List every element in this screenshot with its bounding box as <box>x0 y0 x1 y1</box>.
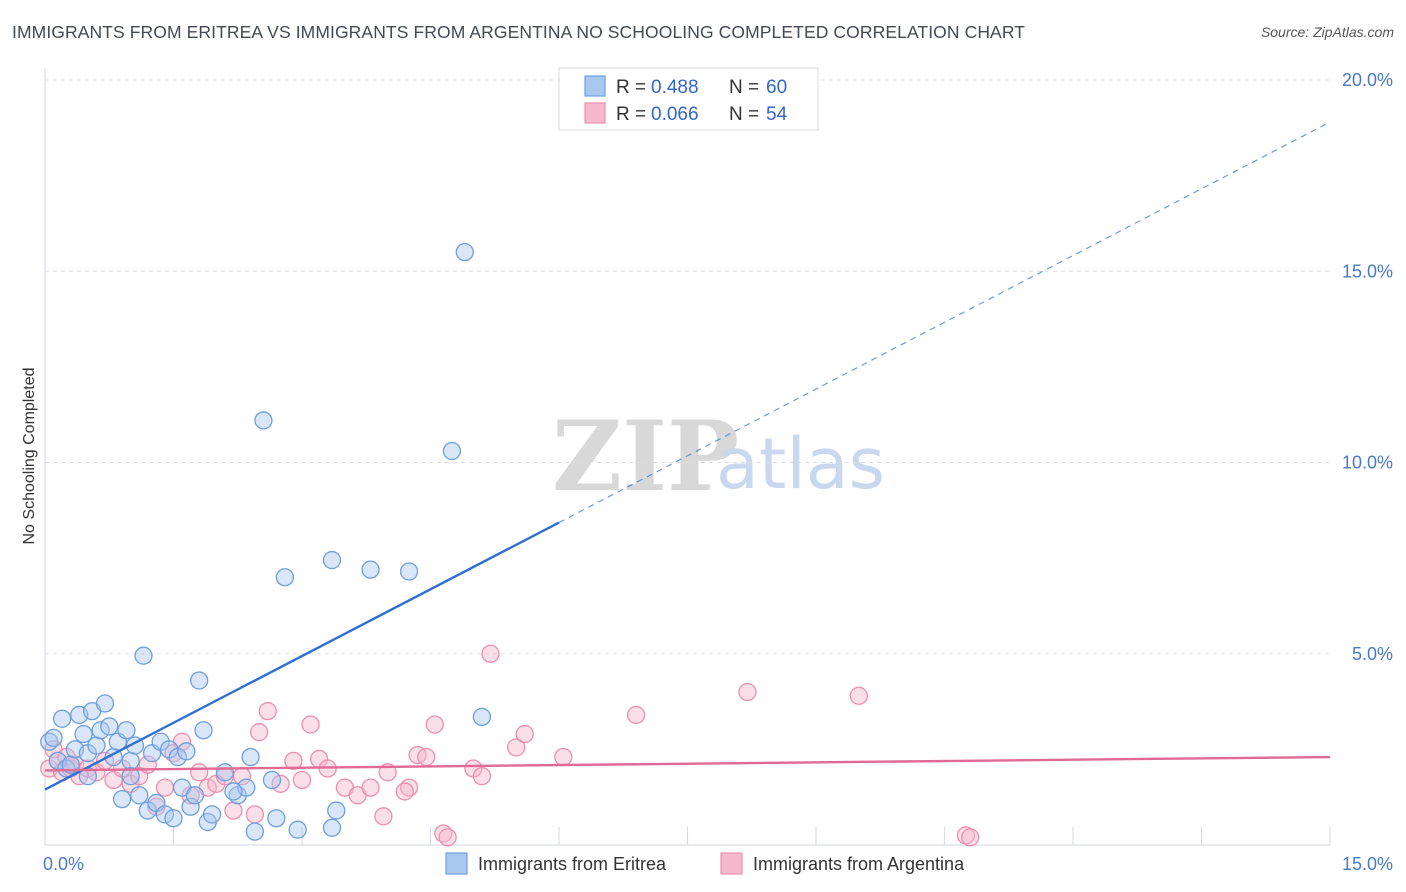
eritrea-point <box>322 550 342 570</box>
eritrea-point <box>399 562 419 581</box>
eritrea-point <box>241 747 260 767</box>
eritrea-point <box>215 763 235 782</box>
argentina-trend-line <box>44 755 1331 772</box>
eritrea-point <box>262 770 282 790</box>
eritrea-point <box>87 736 106 755</box>
argentina-point <box>417 747 436 767</box>
argentina-point <box>258 701 277 721</box>
argentina-point <box>626 705 646 725</box>
argentina-point <box>284 751 303 770</box>
eritrea-point <box>224 782 243 801</box>
argentina-point <box>301 715 320 734</box>
argentina-point <box>507 738 526 757</box>
argentina-point <box>292 770 312 790</box>
eritrea-point <box>91 721 110 740</box>
eritrea-point <box>361 560 380 579</box>
legend-r-label-eritrea: R = <box>616 77 646 98</box>
legend-swatch-eritrea <box>584 75 606 97</box>
eritrea-point <box>100 717 119 736</box>
argentina-point <box>554 747 573 767</box>
eritrea-point <box>117 721 136 740</box>
eritrea-point <box>121 751 140 770</box>
bottom-legend-swatch-argentina <box>720 852 743 875</box>
eritrea-point <box>442 441 462 461</box>
y-axis-label: No Schooling Completed <box>21 368 38 545</box>
argentina-point <box>472 767 492 786</box>
eritrea-point <box>164 809 183 828</box>
argentina-point <box>738 682 757 702</box>
bottom-legend-label-argentina: Immigrants from Argentina <box>753 854 965 874</box>
y-tick-label: 5.0% <box>1352 644 1393 664</box>
eritrea-point <box>288 820 307 839</box>
argentina-point <box>374 807 393 826</box>
argentina-point <box>224 801 243 820</box>
eritrea-point <box>177 742 196 761</box>
eritrea-point <box>194 721 213 740</box>
axis-ticks: 5.0% 10.0% 15.0% 20.0% 0.0% 15.0% <box>43 70 1393 874</box>
legend-r-value-eritrea: 0.488 <box>651 77 699 98</box>
watermark-atlas: atlas <box>716 423 885 505</box>
eritrea-points <box>40 242 492 841</box>
trend-lines <box>44 121 1331 791</box>
argentina-point <box>245 805 265 824</box>
eritrea-point <box>327 801 346 820</box>
legend-swatch-argentina <box>584 102 606 124</box>
eritrea-point <box>275 568 295 587</box>
argentina-point <box>271 774 290 793</box>
argentina-point <box>849 686 868 705</box>
legend-r-label-argentina: R = <box>616 104 646 125</box>
argentina-point <box>425 715 444 734</box>
y-tick-label: 10.0% <box>1342 453 1393 473</box>
watermark-zip: ZIP <box>552 400 739 513</box>
eritrea-point <box>121 767 140 786</box>
eritrea-point <box>185 786 205 805</box>
y-tick-label: 15.0% <box>1342 261 1393 281</box>
eritrea-point <box>202 805 222 824</box>
eritrea-point <box>455 242 474 262</box>
bottom-legend: Immigrants from Eritrea Immigrants from … <box>445 852 965 875</box>
eritrea-point <box>322 818 342 837</box>
top-legend: R = 0.488 N = 60 R = 0.066 N = 54 <box>558 67 819 131</box>
eritrea-point <box>134 646 153 665</box>
legend-n-value-eritrea: 60 <box>766 77 787 98</box>
eritrea-point <box>155 805 175 824</box>
y-tick-label: 20.0% <box>1342 70 1393 90</box>
argentina-point <box>155 778 175 797</box>
x-tick-label: 15.0% <box>1342 854 1393 874</box>
eritrea-point <box>112 789 132 809</box>
bottom-legend-swatch-eritrea <box>445 852 468 875</box>
argentina-point <box>190 763 209 782</box>
eritrea-point <box>74 724 93 744</box>
eritrea-point <box>254 411 273 430</box>
chart-title: IMMIGRANTS FROM ERITREA VS IMMIGRANTS FR… <box>12 22 1026 42</box>
eritrea-point <box>44 728 63 748</box>
argentina-point <box>250 723 269 742</box>
legend-n-label-argentina: N = <box>729 104 759 125</box>
argentina-point <box>361 778 380 797</box>
source-label: Source: ZipAtlas.com <box>1260 24 1394 40</box>
eritrea-point <box>95 694 115 713</box>
bottom-legend-label-eritrea: Immigrants from Eritrea <box>478 854 667 874</box>
eritrea-point <box>190 671 209 690</box>
legend-r-value-argentina: 0.066 <box>651 104 699 125</box>
eritrea-point <box>472 707 492 727</box>
argentina-point <box>961 828 980 847</box>
eritrea-trend-line <box>44 521 560 791</box>
argentina-point <box>515 724 534 744</box>
legend-n-label-eritrea: N = <box>729 77 759 98</box>
eritrea-trend-extension <box>558 121 1331 524</box>
argentina-points <box>40 644 980 847</box>
eritrea-point <box>52 709 72 728</box>
eritrea-point <box>130 786 149 805</box>
argentina-point <box>481 644 500 663</box>
eritrea-point <box>267 809 286 828</box>
argentina-point <box>438 828 457 847</box>
argentina-point <box>395 782 414 801</box>
x-tick-label: 0.0% <box>43 854 84 874</box>
eritrea-point <box>181 797 200 816</box>
legend-n-value-argentina: 54 <box>766 104 788 125</box>
eritrea-point <box>245 822 265 841</box>
